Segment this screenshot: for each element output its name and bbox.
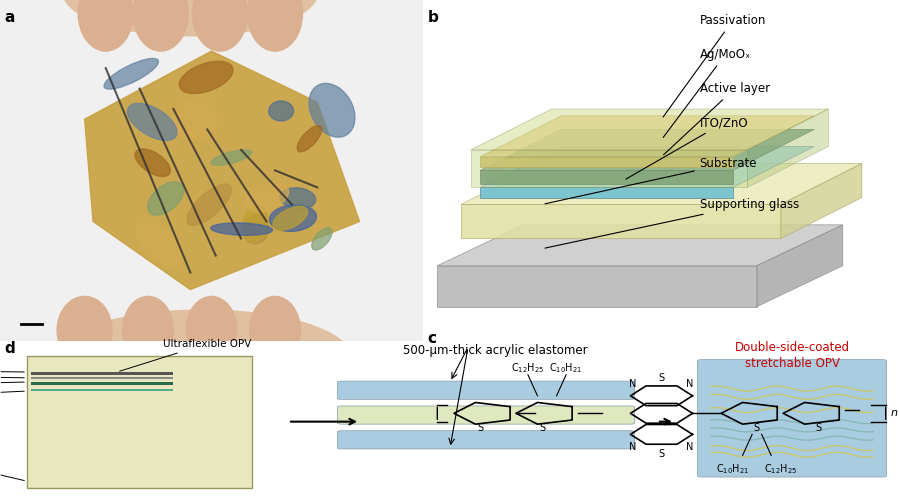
Polygon shape: [471, 109, 829, 150]
Text: Ultraflexible OPV: Ultraflexible OPV: [163, 339, 251, 349]
Polygon shape: [747, 109, 829, 187]
Polygon shape: [461, 163, 862, 204]
FancyBboxPatch shape: [338, 381, 634, 399]
Ellipse shape: [193, 0, 248, 51]
Ellipse shape: [211, 223, 273, 235]
FancyBboxPatch shape: [338, 431, 634, 449]
Polygon shape: [471, 150, 747, 187]
Ellipse shape: [269, 205, 317, 231]
Polygon shape: [481, 116, 814, 157]
Text: Ag/MoOₓ: Ag/MoOₓ: [0, 372, 24, 382]
Polygon shape: [481, 187, 733, 197]
Text: b: b: [428, 10, 438, 25]
Ellipse shape: [78, 0, 133, 51]
Ellipse shape: [135, 149, 170, 176]
Ellipse shape: [249, 297, 301, 365]
Ellipse shape: [175, 97, 217, 140]
Ellipse shape: [55, 310, 351, 405]
Bar: [32, 372, 173, 375]
Ellipse shape: [248, 0, 302, 51]
Ellipse shape: [243, 205, 268, 241]
Ellipse shape: [280, 188, 316, 209]
Text: c: c: [428, 331, 436, 346]
Ellipse shape: [246, 182, 289, 212]
Text: N: N: [687, 379, 694, 388]
Text: Active layer: Active layer: [0, 379, 24, 389]
Ellipse shape: [122, 297, 174, 365]
Ellipse shape: [179, 61, 233, 94]
Text: Double-side-coated
stretchable OPV: Double-side-coated stretchable OPV: [734, 341, 850, 370]
Polygon shape: [481, 157, 733, 167]
Ellipse shape: [311, 228, 332, 250]
Text: S: S: [659, 373, 664, 383]
Text: C$_{10}$H$_{21}$: C$_{10}$H$_{21}$: [550, 361, 582, 375]
Polygon shape: [481, 170, 733, 184]
Text: S: S: [477, 423, 483, 433]
Text: 500-μm-thick acrylic elastomer: 500-μm-thick acrylic elastomer: [402, 344, 588, 357]
Ellipse shape: [136, 222, 184, 267]
Text: S: S: [659, 449, 664, 458]
Ellipse shape: [187, 184, 231, 225]
Ellipse shape: [211, 150, 252, 165]
Polygon shape: [481, 129, 814, 170]
Bar: [32, 377, 173, 379]
Text: Substrate: Substrate: [545, 157, 757, 204]
Bar: [32, 389, 173, 391]
Ellipse shape: [309, 83, 355, 137]
Polygon shape: [481, 146, 814, 187]
Bar: [32, 382, 173, 385]
Text: Ag/MoOₓ: Ag/MoOₓ: [663, 48, 751, 137]
Ellipse shape: [148, 182, 184, 215]
Text: S: S: [754, 423, 760, 433]
Text: ITO/ZnO: ITO/ZnO: [0, 389, 24, 398]
FancyBboxPatch shape: [698, 360, 886, 477]
Text: n: n: [890, 408, 897, 418]
Ellipse shape: [63, 0, 317, 36]
Polygon shape: [461, 204, 781, 238]
Text: Substrate: Substrate: [0, 463, 24, 480]
Text: C$_{12}$H$_{25}$: C$_{12}$H$_{25}$: [511, 361, 544, 375]
Text: ITO/ZnO: ITO/ZnO: [626, 116, 748, 179]
Text: a: a: [4, 10, 14, 25]
Text: C$_{10}$H$_{21}$: C$_{10}$H$_{21}$: [716, 462, 750, 476]
Text: S: S: [815, 423, 822, 433]
Text: Active layer: Active layer: [663, 82, 770, 155]
Polygon shape: [781, 163, 862, 238]
Ellipse shape: [128, 103, 177, 140]
Text: Passivation: Passivation: [663, 14, 766, 117]
Text: N: N: [629, 379, 636, 388]
Polygon shape: [437, 266, 757, 307]
Polygon shape: [757, 225, 842, 307]
Text: C$_{12}$H$_{25}$: C$_{12}$H$_{25}$: [764, 462, 797, 476]
Text: Passivation: Passivation: [0, 366, 24, 376]
Ellipse shape: [104, 59, 158, 89]
Ellipse shape: [186, 297, 237, 365]
Ellipse shape: [133, 0, 188, 51]
Polygon shape: [85, 51, 360, 290]
Ellipse shape: [297, 126, 321, 152]
Polygon shape: [437, 225, 842, 266]
Text: N: N: [629, 442, 636, 451]
Ellipse shape: [268, 101, 293, 121]
Ellipse shape: [244, 215, 269, 244]
Ellipse shape: [57, 297, 112, 365]
FancyBboxPatch shape: [338, 406, 634, 424]
Text: S: S: [539, 423, 545, 433]
Text: N: N: [687, 442, 694, 451]
Text: d: d: [4, 341, 15, 356]
Ellipse shape: [273, 206, 308, 230]
Bar: [27, 356, 252, 488]
Text: Supporting glass: Supporting glass: [545, 198, 799, 248]
